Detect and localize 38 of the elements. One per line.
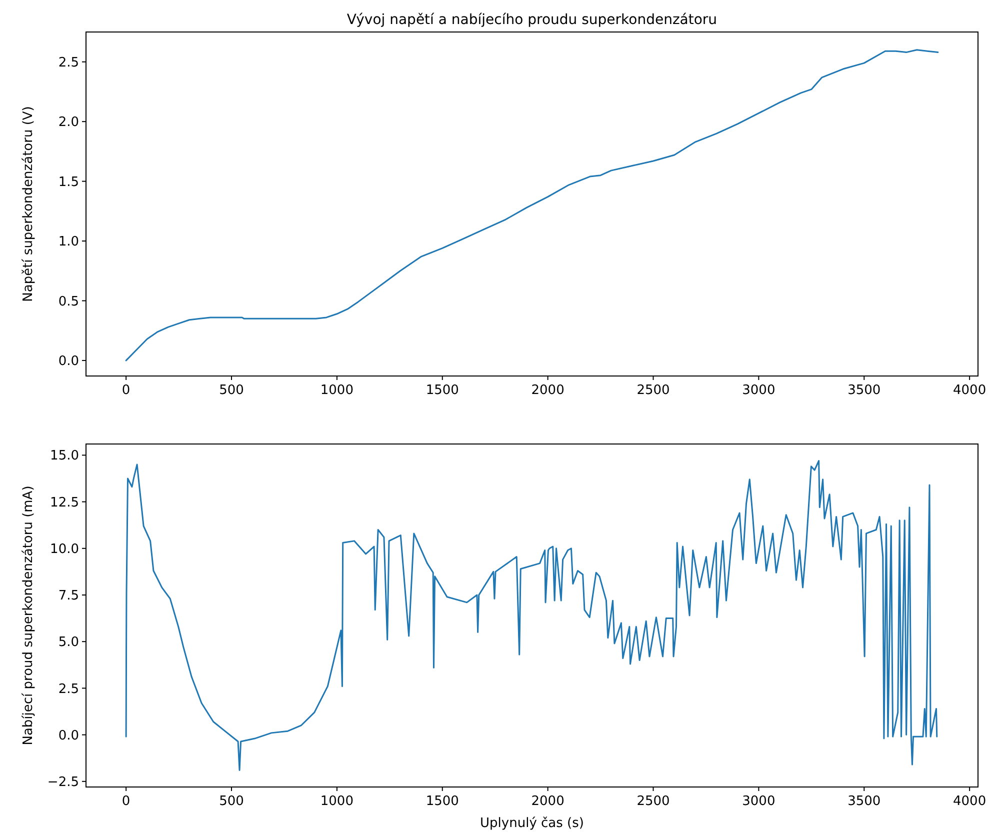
y-tick-label: 2.5 bbox=[58, 55, 79, 70]
y-tick-label: 0.0 bbox=[58, 354, 79, 370]
y-tick-label: 12.5 bbox=[50, 495, 79, 510]
y-axis-title: Nabíjecí proud superkondenzátoru (mA) bbox=[21, 486, 36, 746]
y-tick-label: 0.0 bbox=[58, 728, 79, 744]
x-tick-label: 1500 bbox=[426, 794, 459, 809]
x-tick-label: 2500 bbox=[636, 383, 670, 398]
x-tick-label: 1000 bbox=[320, 383, 354, 398]
x-tick-label: 2000 bbox=[531, 794, 564, 809]
x-tick-label: 500 bbox=[219, 383, 244, 398]
x-tick-label: 0 bbox=[122, 794, 130, 809]
x-tick-label: 4000 bbox=[953, 383, 986, 398]
line-series bbox=[125, 460, 938, 771]
y-tick-label: 1.5 bbox=[58, 174, 79, 190]
x-tick-label: 3500 bbox=[848, 383, 881, 398]
y-tick-label: −2.5 bbox=[47, 774, 79, 790]
y-tick-label: 1.0 bbox=[58, 234, 79, 250]
y-tick-label: 10.0 bbox=[50, 542, 79, 557]
x-tick-label: 3500 bbox=[848, 794, 881, 809]
y-tick-label: 2.0 bbox=[58, 115, 79, 130]
y-tick-label: 2.5 bbox=[58, 682, 79, 697]
x-tick-label: 4000 bbox=[953, 794, 986, 809]
x-tick-label: 3000 bbox=[742, 383, 776, 398]
x-tick-label: 1500 bbox=[426, 383, 459, 398]
x-tick-label: 500 bbox=[219, 794, 244, 809]
y-tick-label: 5.0 bbox=[58, 635, 79, 650]
x-tick-label: 3000 bbox=[742, 794, 776, 809]
x-axis-title: Uplynulý čas (s) bbox=[480, 816, 584, 831]
x-tick-label: 2000 bbox=[531, 383, 564, 398]
x-tick-label: 2500 bbox=[636, 794, 670, 809]
y-tick-label: 7.5 bbox=[58, 588, 79, 604]
y-tick-label: 15.0 bbox=[50, 448, 79, 464]
line-series bbox=[125, 49, 939, 362]
x-tick-label: 0 bbox=[122, 383, 130, 398]
chart-title: Vývoj napětí a nabíjecího proudu superkondenzátoru bbox=[346, 12, 718, 28]
y-axis-title: Napětí superkondenzátoru (V) bbox=[21, 106, 36, 302]
y-tick-label: 0.5 bbox=[58, 294, 79, 310]
x-tick-label: 1000 bbox=[320, 794, 354, 809]
